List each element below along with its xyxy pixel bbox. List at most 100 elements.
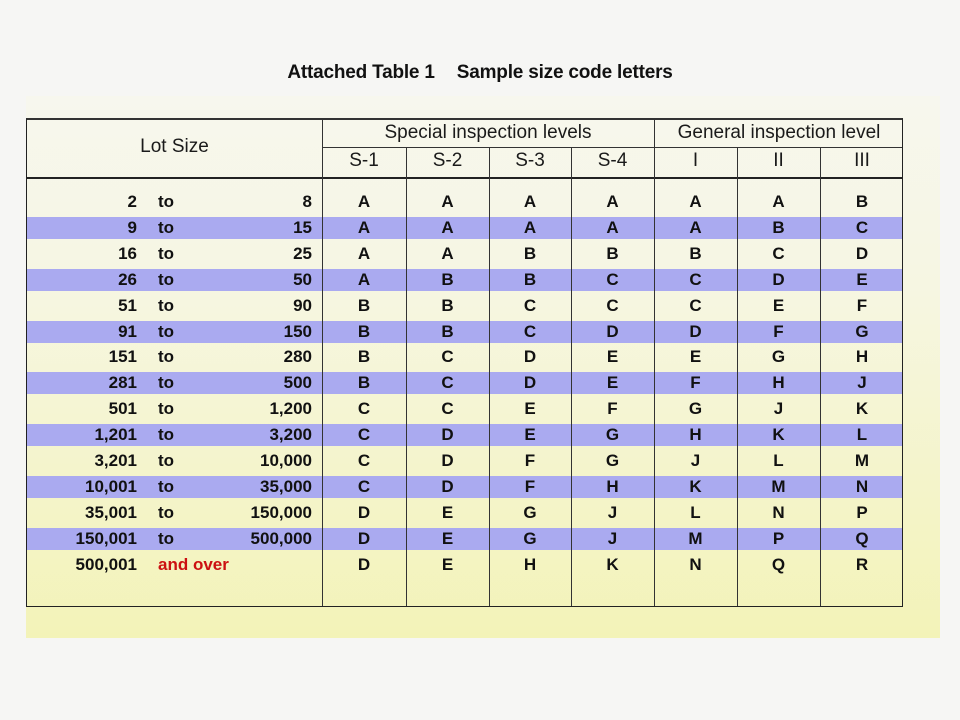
- lot-size-from: 51: [118, 295, 137, 315]
- code-letter-iii: G: [855, 321, 869, 341]
- code-letter-s-2: E: [441, 502, 454, 522]
- lot-size-to: 150,000: [250, 502, 312, 522]
- code-letter-s-3: E: [524, 425, 536, 445]
- code-letter-s-1: D: [357, 554, 371, 574]
- code-letter-ii: N: [772, 502, 785, 522]
- code-letter-iii: Q: [855, 528, 869, 548]
- code-letter-ii: H: [772, 373, 785, 393]
- lot-size-from: 9: [127, 217, 137, 237]
- code-letter-i: M: [688, 528, 703, 548]
- column-divider: [654, 120, 655, 606]
- code-letter-s-2: C: [441, 399, 454, 419]
- code-letter-s-1: D: [357, 502, 371, 522]
- column-header-s-4: S-4: [597, 150, 628, 171]
- table-row: 3,201 to 10,000 C D F G J L M: [27, 448, 902, 474]
- column-header-s-3: S-3: [515, 150, 545, 171]
- code-letter-s-4: C: [606, 295, 619, 315]
- code-letter-s-1: C: [357, 476, 371, 496]
- code-letter-iii: E: [856, 269, 868, 289]
- code-letter-iii: J: [857, 373, 867, 393]
- title-table-number: Attached Table 1: [287, 62, 435, 83]
- lot-size-to: 500: [283, 373, 312, 393]
- header-general-level: General inspection level: [677, 122, 881, 143]
- lot-size-to: 35,000: [260, 476, 312, 496]
- code-letter-s-4: E: [606, 347, 619, 367]
- header-lot-size: Lot Size: [140, 136, 209, 157]
- lot-size-from: 150,001: [75, 528, 137, 548]
- lot-size-from: 10,001: [85, 476, 137, 496]
- lot-size-to: 3,200: [269, 425, 312, 445]
- code-letter-s-1: C: [357, 425, 371, 445]
- code-letter-ii: Q: [771, 554, 786, 574]
- code-letter-iii: P: [856, 502, 868, 522]
- code-letter-s-3: F: [524, 451, 536, 470]
- code-letter-ii: F: [773, 321, 784, 341]
- code-letter-iii: M: [854, 451, 870, 470]
- code-letter-iii: H: [855, 347, 869, 367]
- code-letter-s-4: J: [607, 502, 618, 522]
- code-letter-s-4: F: [607, 399, 618, 419]
- code-letter-s-2: D: [441, 451, 454, 470]
- column-header-ii: II: [773, 150, 784, 171]
- code-letter-i: N: [689, 554, 702, 574]
- code-letter-i: A: [689, 192, 702, 211]
- code-letter-s-2: D: [441, 476, 454, 496]
- code-letter-s-3: E: [524, 399, 536, 419]
- lot-size-to-word: to: [158, 217, 175, 237]
- table-row: 9 to 15 A A A A A B C: [27, 215, 902, 241]
- column-header-i: I: [692, 150, 699, 171]
- code-letter-s-4: B: [606, 243, 619, 263]
- code-letter-s-4: J: [607, 528, 618, 548]
- lot-size-to-word: to: [158, 269, 175, 289]
- column-divider: [406, 147, 407, 606]
- lot-size-to-word: to: [158, 373, 175, 393]
- lot-size-from: 500,001: [75, 554, 137, 574]
- lot-size-to-word: to: [158, 295, 175, 315]
- code-letter-s-2: C: [441, 373, 454, 393]
- table-row: 150,001 to 500,000 D E G J M P Q: [27, 526, 902, 552]
- lot-size-to: 8: [302, 192, 312, 211]
- table-row: 2 to 8 A A A A A A B: [27, 189, 902, 215]
- code-letter-iii: R: [855, 554, 869, 574]
- table-row: 26 to 50 A B B C C D E: [27, 267, 902, 293]
- table-row: 91 to 150 B B C D D F G: [27, 319, 902, 345]
- code-letter-ii: G: [771, 347, 786, 367]
- code-letter-s-3: F: [524, 476, 536, 496]
- row-band: [27, 216, 902, 239]
- code-letter-i: G: [688, 399, 703, 419]
- row-band: [27, 424, 902, 447]
- code-letter-ii: D: [772, 269, 785, 289]
- table-row: 51 to 90 B B C C C E F: [27, 293, 902, 319]
- code-letter-ii: A: [772, 192, 785, 211]
- lot-size-to-word: to: [158, 321, 175, 341]
- lot-size-to: 25: [293, 243, 312, 263]
- code-letter-s-3: D: [523, 373, 537, 393]
- lot-size-from: 35,001: [85, 502, 137, 522]
- code-letter-s-2: E: [441, 528, 454, 548]
- code-letter-s-4: G: [605, 451, 620, 470]
- code-letter-i: F: [690, 373, 701, 393]
- table-row: 10,001 to 35,000 C D F H K M N: [27, 474, 902, 500]
- column-header-iii: III: [854, 150, 870, 171]
- code-letter-s-3: G: [523, 502, 537, 522]
- lot-size-to: 50: [293, 269, 312, 289]
- code-letter-iii: D: [855, 243, 869, 263]
- code-letter-s-2: A: [441, 243, 454, 263]
- code-letter-iii: L: [856, 425, 868, 445]
- column-divider: [737, 147, 738, 606]
- code-letter-s-4: A: [606, 192, 619, 211]
- code-letter-s-3: C: [523, 295, 537, 315]
- lot-size-to: 150: [283, 321, 312, 341]
- lot-size-to: 90: [293, 295, 312, 315]
- table-row: 1,201 to 3,200 C D E G H K L: [27, 422, 902, 448]
- code-letter-s-2: C: [441, 347, 454, 367]
- code-letter-i: A: [689, 217, 702, 237]
- row-band: [27, 268, 902, 291]
- code-letter-s-3: A: [523, 192, 537, 211]
- header-bottom-rule: [27, 177, 902, 179]
- code-letter-s-1: B: [357, 295, 371, 315]
- code-letter-iii: B: [855, 192, 869, 211]
- code-letter-i: K: [689, 476, 702, 496]
- code-letter-i: L: [690, 502, 701, 522]
- row-band: [27, 372, 902, 395]
